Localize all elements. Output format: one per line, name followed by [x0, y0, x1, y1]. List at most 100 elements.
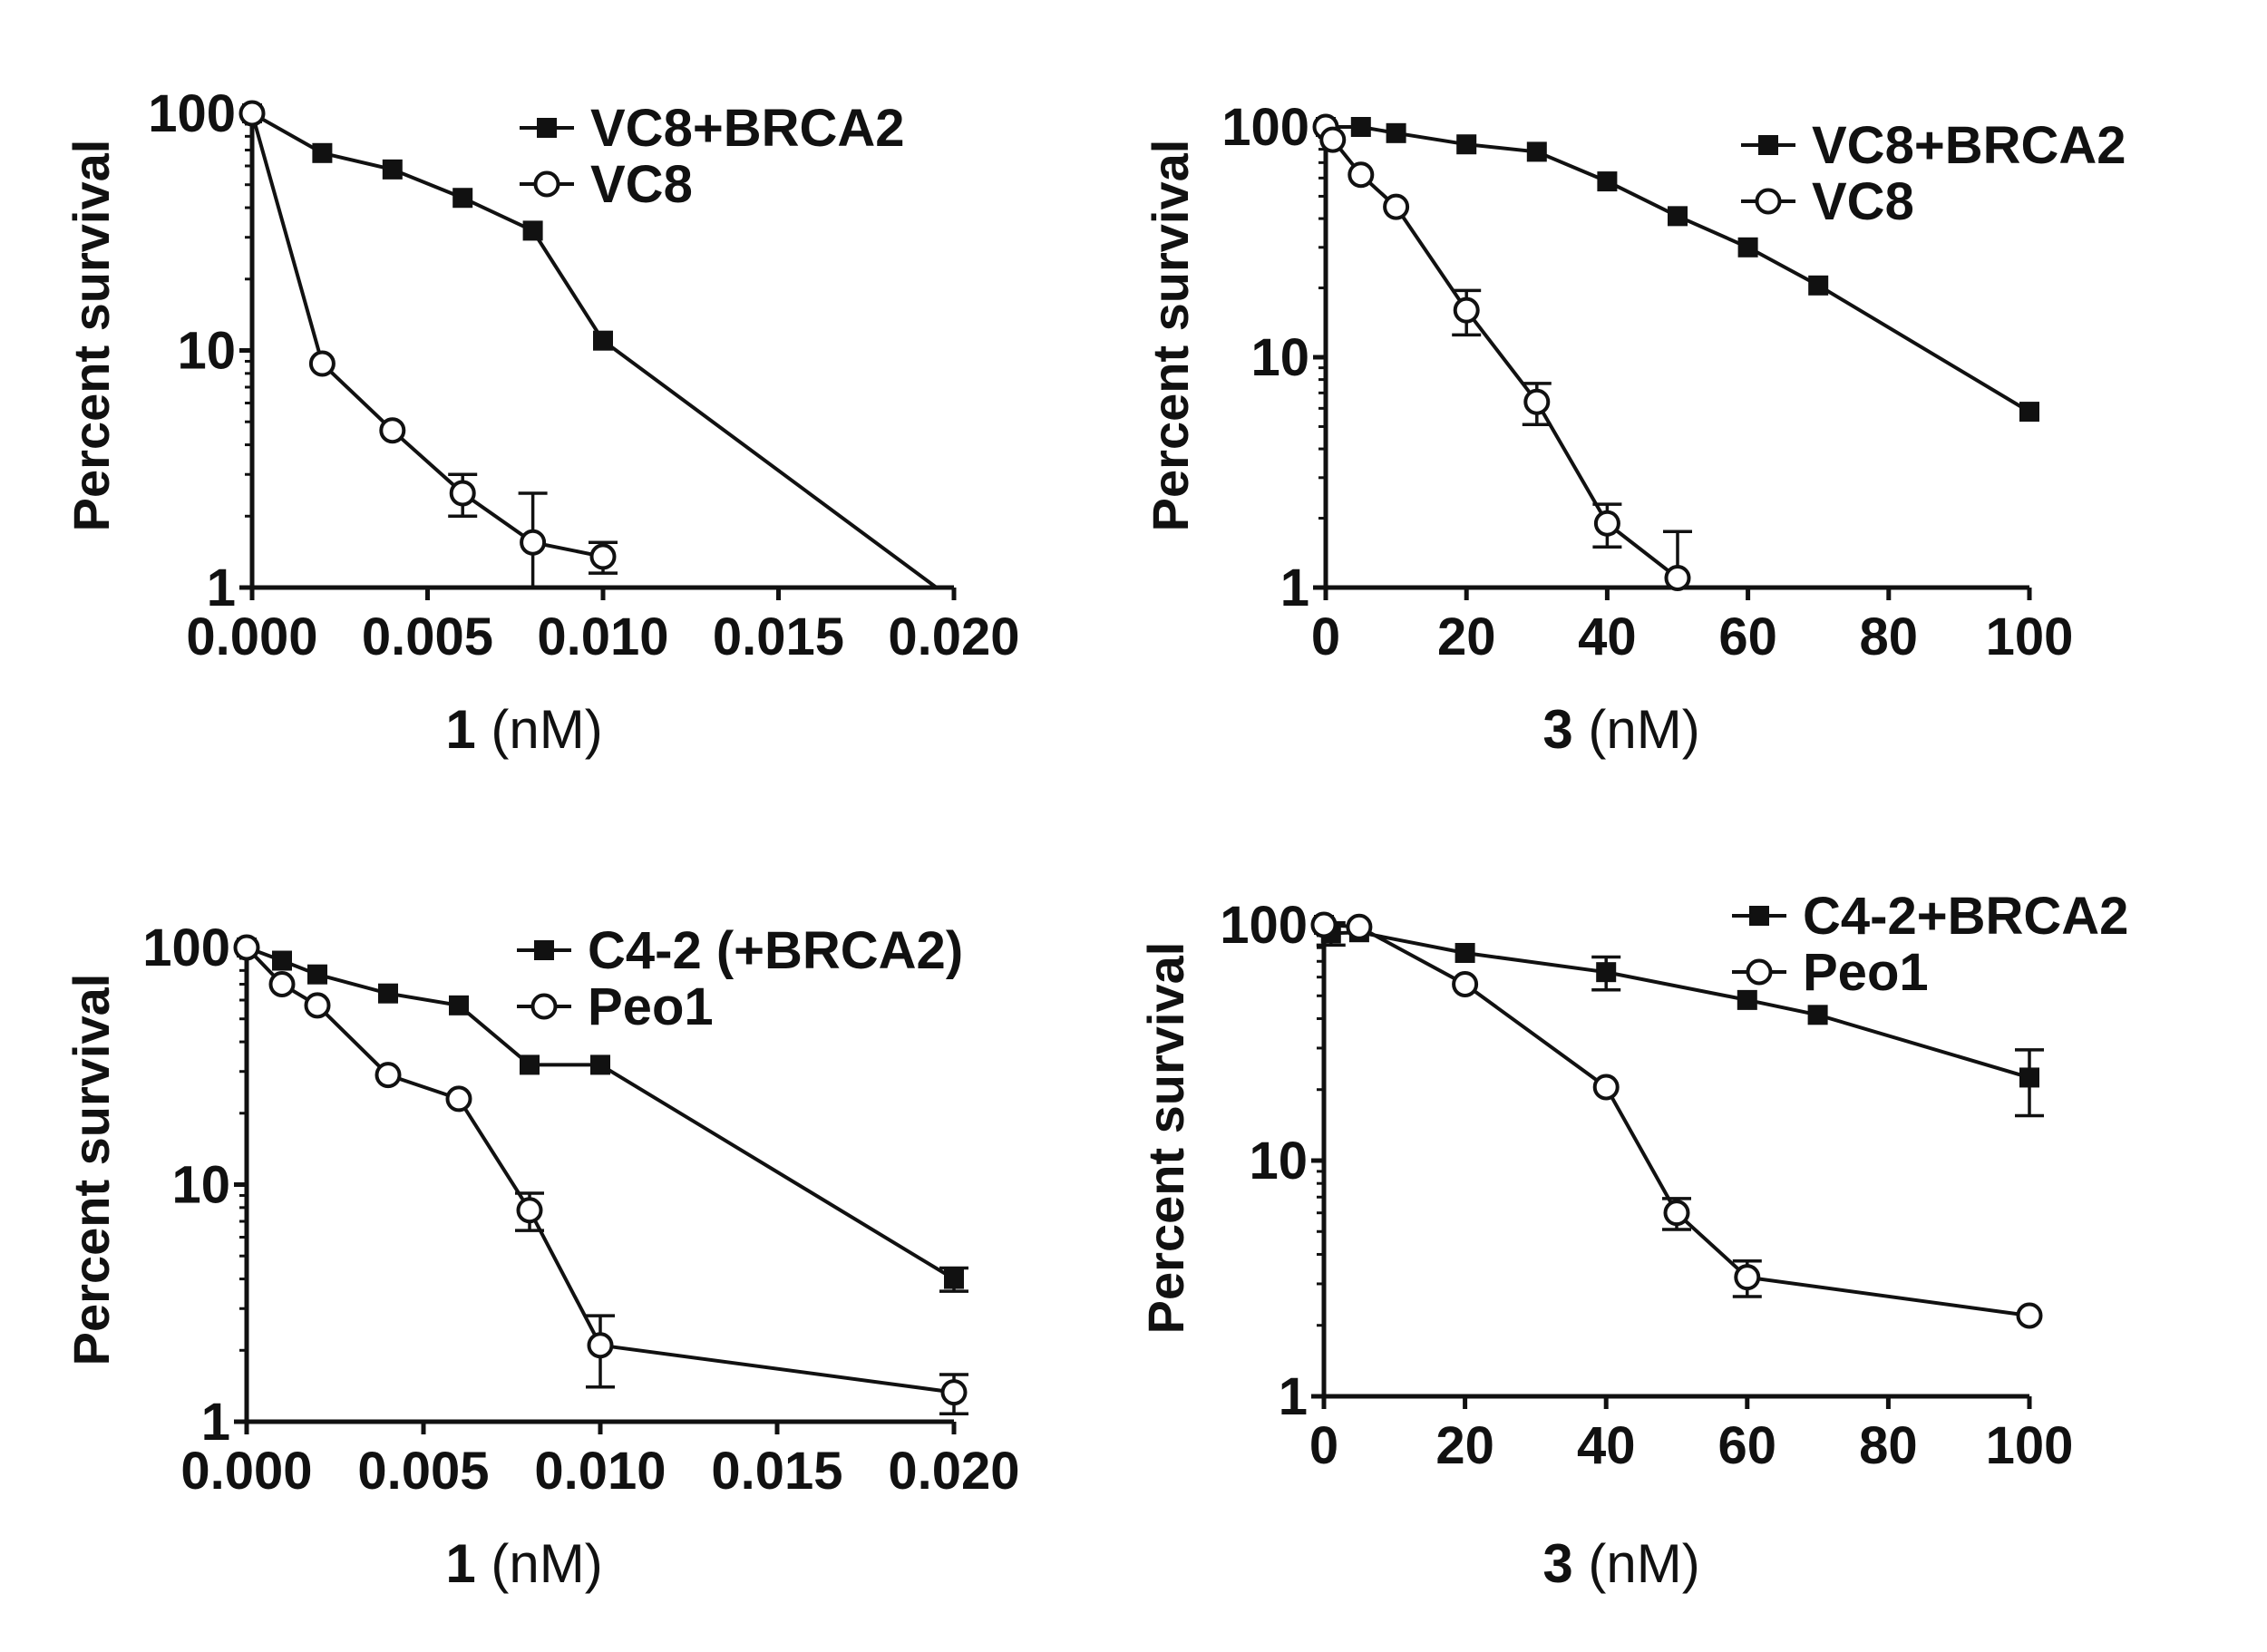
data-point [379, 417, 406, 444]
legend-label: VC8 [1812, 172, 1914, 231]
data-point [233, 934, 260, 961]
data-point [452, 188, 473, 209]
legend-marker [1746, 958, 1773, 986]
data-point [2019, 402, 2039, 423]
x-axis-label-compound: 3 [1542, 699, 1572, 760]
x-tick-label: 40 [1577, 1416, 1636, 1475]
data-point [522, 220, 543, 241]
legend-item: VC8 [520, 155, 693, 214]
data-point [268, 971, 296, 998]
x-tick-label: 100 [1986, 607, 2074, 666]
data-point [308, 350, 336, 377]
x-axis-label: 3 (nM) [1542, 1533, 1699, 1594]
y-tick-label: 100 [1221, 98, 1309, 157]
series-open-circle [238, 100, 618, 589]
data-point [445, 1085, 472, 1113]
data-point [378, 983, 398, 1004]
data-point [1386, 122, 1406, 143]
series-filled-square [242, 103, 938, 589]
legend-marker [534, 940, 554, 960]
x-axis-label: 3 (nM) [1542, 699, 1699, 760]
data-point [590, 1054, 610, 1075]
legend-marker [533, 170, 560, 198]
x-axis-label-unit: (nM) [1573, 699, 1700, 760]
data-point [1526, 141, 1547, 162]
data-point [1807, 1005, 1828, 1025]
y-axis-label: Percent survival [1142, 140, 1199, 532]
data-point [449, 480, 476, 507]
data-point [589, 543, 617, 570]
series-open-circle [233, 934, 968, 1416]
x-tick-label: 80 [1860, 607, 1919, 666]
y-tick-label: 10 [171, 1156, 230, 1215]
x-tick-label: 0.015 [711, 1442, 842, 1501]
data-point [382, 159, 403, 180]
data-point [1596, 962, 1617, 983]
x-axis-label-unit: (nM) [476, 699, 603, 760]
data-point [944, 1268, 964, 1289]
x-tick-label: 0.010 [534, 1442, 666, 1501]
data-point [1452, 970, 1479, 997]
series-line [1326, 125, 2031, 413]
data-point [1383, 193, 1410, 220]
series-open-circle [1310, 911, 2043, 1329]
data-point [1668, 206, 1688, 227]
legend-item: Peo1 [517, 977, 714, 1036]
data-point [1456, 134, 1477, 155]
data-point [238, 100, 266, 127]
legend-item: C4-2+BRCA2 [1732, 887, 2128, 946]
x-tick-label: 0.005 [357, 1442, 489, 1501]
data-point [593, 330, 613, 351]
legend-label: C4-2 (+BRCA2) [588, 921, 963, 980]
x-axis-label: 1 (nM) [445, 699, 602, 760]
data-point [1593, 510, 1620, 537]
panel-bottom-right: Percent survival 3 (nM) 1 10 100 0 20 40 60 80 1… [1137, 887, 2128, 1594]
legend-label: Peo1 [1803, 943, 1929, 1002]
data-point [1523, 388, 1551, 415]
legend-marker [530, 993, 558, 1020]
x-tick-label: 20 [1437, 607, 1496, 666]
x-tick-label: 0.010 [537, 607, 668, 666]
y-axis-label: Percent survival [63, 974, 120, 1366]
data-point [2019, 1067, 2039, 1088]
data-point [1663, 1200, 1690, 1227]
x-tick-label: 0.005 [362, 607, 493, 666]
y-tick-label: 100 [142, 918, 230, 977]
data-point [516, 1197, 543, 1224]
data-point [1737, 989, 1757, 1010]
x-tick-label: 0.015 [713, 607, 844, 666]
x-tick-label: 100 [1986, 1416, 2074, 1475]
panel-bottom-left: Percent survival 1 (nM) 1 10 100 0.000 0.005… [63, 918, 1020, 1594]
data-point [272, 950, 292, 971]
legend-marker [1749, 906, 1769, 926]
y-tick-label: 1 [1279, 1367, 1308, 1426]
x-axis-label-compound: 3 [1542, 1533, 1572, 1594]
x-tick-label: 40 [1578, 607, 1637, 666]
data-point [1734, 1264, 1761, 1291]
data-point [520, 1054, 540, 1075]
legend-item: Peo1 [1732, 943, 1929, 1002]
legend-marker [1758, 135, 1778, 155]
y-axis-label: Percent survival [1137, 942, 1194, 1335]
data-point [1737, 237, 1758, 258]
data-point [587, 1332, 614, 1359]
legend-label: VC8 [590, 155, 693, 214]
x-tick-label: 60 [1718, 607, 1777, 666]
legend-item: VC8+BRCA2 [520, 99, 905, 158]
data-point [520, 529, 547, 556]
data-point [1597, 171, 1618, 192]
panel-top-left: Percent survival 1 (nM) 1 10 100 0.000 0.005… [63, 84, 1020, 760]
legend-label: C4-2+BRCA2 [1803, 887, 2128, 946]
data-point [312, 142, 333, 163]
legend-label: VC8+BRCA2 [590, 99, 905, 158]
y-tick-label: 10 [1250, 328, 1309, 387]
x-tick-label: 0 [1309, 1416, 1338, 1475]
legend-label: Peo1 [588, 977, 714, 1036]
data-point [1455, 942, 1475, 963]
x-axis-label: 1 (nM) [445, 1533, 602, 1594]
x-axis-label-unit: (nM) [476, 1533, 603, 1594]
x-axis-label-compound: 1 [445, 699, 475, 760]
y-tick-label: 10 [1249, 1132, 1308, 1190]
data-point [1664, 564, 1691, 591]
